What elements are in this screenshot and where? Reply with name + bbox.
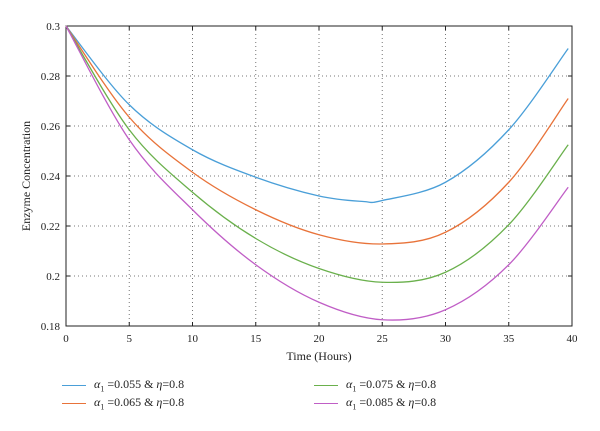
series-group bbox=[65, 25, 569, 321]
x-tick-label: 30 bbox=[440, 333, 452, 345]
x-tick-label: 25 bbox=[377, 333, 389, 345]
y-axis-label: Enzyme Concentration bbox=[19, 121, 33, 231]
y-tick-label: 0.24 bbox=[41, 171, 61, 183]
y-tick-label: 0.2 bbox=[46, 271, 60, 283]
x-tick-label: 15 bbox=[250, 333, 262, 345]
y-tick-label: 0.3 bbox=[46, 21, 60, 33]
series-line bbox=[65, 25, 569, 284]
series-line bbox=[65, 25, 569, 204]
y-tick-label: 0.26 bbox=[41, 121, 61, 133]
series-line bbox=[65, 25, 569, 245]
y-tick-label: 0.28 bbox=[41, 71, 61, 83]
series-line bbox=[65, 25, 569, 321]
y-tick-label: 0.18 bbox=[41, 321, 61, 333]
x-tick-label: 40 bbox=[567, 333, 579, 345]
grid-lines bbox=[66, 26, 572, 326]
x-tick-label: 35 bbox=[503, 333, 515, 345]
y-tick-label: 0.22 bbox=[41, 221, 60, 233]
x-axis-label: Time (Hours) bbox=[286, 349, 351, 363]
tick-labels: 0 5 10 15 20 25 30 35 40 0.18 0.2 0.22 0.24 0.26 0.28 0… bbox=[41, 21, 578, 345]
x-tick-label: 0 bbox=[63, 333, 69, 345]
x-tick-label: 10 bbox=[187, 333, 199, 345]
axes bbox=[65, 25, 573, 327]
x-tick-label: 5 bbox=[127, 333, 133, 345]
x-tick-label: 20 bbox=[314, 333, 326, 345]
